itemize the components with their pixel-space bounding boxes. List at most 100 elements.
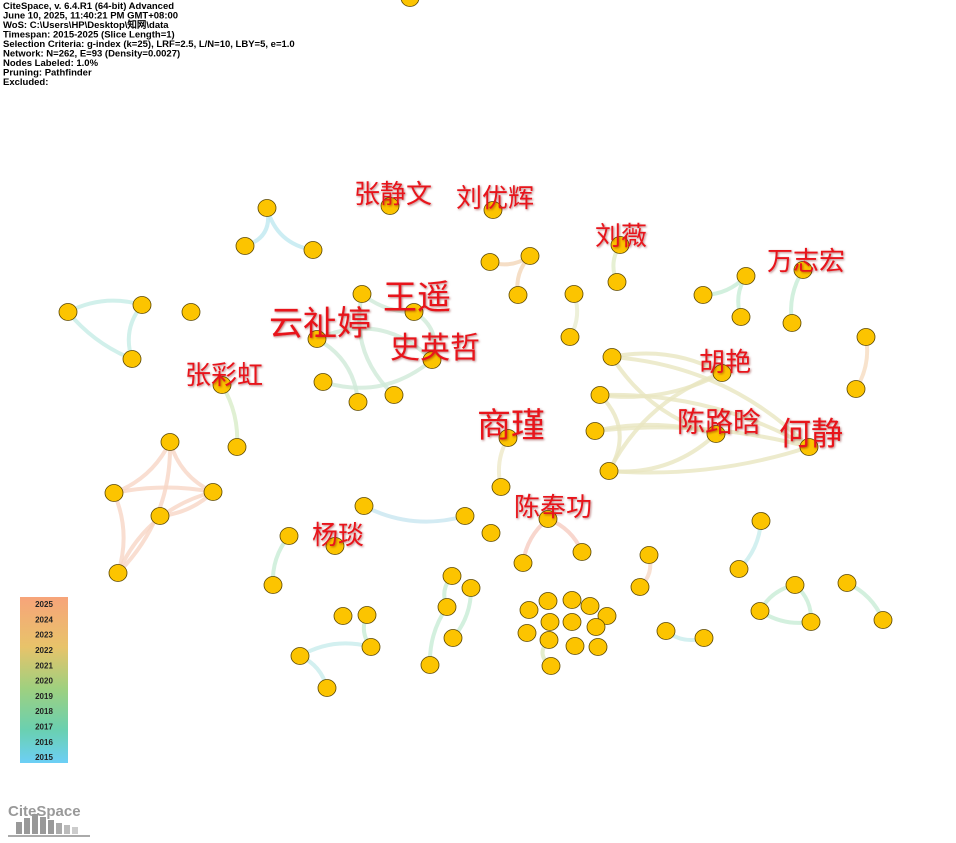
node	[540, 613, 560, 631]
header-line: CiteSpace, v. 6.4.R1 (64-bit) Advanced	[3, 1, 174, 12]
header: CiteSpace, v. 6.4.R1 (64-bit) AdvancedJu…	[3, 1, 295, 88]
node	[562, 613, 582, 631]
logo: CiteSpace	[8, 803, 90, 837]
node-label: 张静文	[354, 180, 432, 210]
node	[586, 618, 606, 636]
node	[693, 286, 713, 304]
node	[122, 350, 142, 368]
node	[235, 237, 255, 255]
node-label: 陈路晗	[677, 406, 761, 439]
node	[420, 656, 440, 674]
edge	[357, 293, 396, 397]
node-label: 云祉婷	[269, 304, 371, 344]
legend-year: 2025	[35, 600, 53, 609]
node	[203, 483, 223, 501]
node	[639, 546, 659, 564]
node	[520, 247, 540, 265]
node	[751, 512, 771, 530]
edge	[220, 383, 240, 448]
node	[538, 510, 558, 528]
node	[588, 638, 608, 656]
node	[750, 602, 770, 620]
node	[694, 629, 714, 647]
node	[498, 429, 518, 447]
node	[481, 524, 501, 542]
node	[856, 328, 876, 346]
node	[384, 386, 404, 404]
logo-text: CiteSpace	[8, 803, 81, 820]
header-line: Network: N=262, E=93 (Density=0.0027)	[3, 49, 180, 60]
edge	[363, 504, 466, 524]
node-label: 张彩虹	[185, 361, 263, 391]
node	[712, 364, 732, 382]
node	[597, 607, 617, 625]
edge	[168, 441, 214, 494]
edge	[316, 337, 360, 403]
legend-year: 2021	[35, 661, 53, 670]
node	[599, 462, 619, 480]
node	[212, 376, 232, 394]
node	[443, 629, 463, 647]
node	[706, 425, 726, 443]
node	[846, 380, 866, 398]
node	[352, 285, 372, 303]
edge	[299, 641, 372, 658]
node	[656, 622, 676, 640]
edge	[607, 371, 723, 472]
node	[181, 303, 201, 321]
node	[108, 564, 128, 582]
node	[799, 438, 819, 456]
node	[541, 657, 561, 675]
node	[58, 303, 78, 321]
node	[437, 598, 457, 616]
node	[572, 543, 592, 561]
node	[307, 330, 327, 348]
node	[736, 267, 756, 285]
node	[303, 241, 323, 259]
node	[873, 611, 893, 629]
node	[150, 507, 170, 525]
node	[333, 607, 353, 625]
node	[132, 296, 152, 314]
node	[602, 348, 622, 366]
node-label: 杨琰	[312, 521, 364, 551]
edge	[66, 310, 133, 361]
node	[590, 386, 610, 404]
node	[361, 638, 381, 656]
node	[729, 560, 749, 578]
node	[801, 613, 821, 631]
node	[455, 507, 475, 525]
node-label: 何静	[779, 415, 843, 453]
node	[461, 579, 481, 597]
node-label: 商瑾	[477, 406, 545, 446]
node	[279, 527, 299, 545]
node	[785, 576, 805, 594]
legend-year: 2022	[35, 646, 53, 655]
header-line: Nodes Labeled: 1.0%	[3, 58, 99, 69]
edge	[113, 485, 214, 495]
node	[325, 537, 345, 555]
node	[422, 351, 442, 369]
timeline-legend: 2025 2024 2023 2022 2021 2020 2019 2018 2017 2016…	[35, 600, 53, 762]
node	[160, 433, 180, 451]
edge	[608, 432, 718, 474]
header-line: Selection Criteria: g-index (k=25), LRF=…	[3, 39, 295, 50]
node	[630, 578, 650, 596]
edge	[265, 207, 314, 252]
node	[357, 606, 377, 624]
node-label: 胡艳	[699, 348, 751, 378]
node-label: 刘优辉	[456, 184, 534, 214]
node	[782, 314, 802, 332]
legend-year: 2019	[35, 692, 53, 701]
legend-year: 2015	[35, 753, 53, 762]
node	[483, 201, 503, 219]
legend-year: 2023	[35, 631, 53, 640]
nodes	[58, 0, 893, 697]
node	[257, 199, 277, 217]
header-line: Excluded:	[3, 77, 48, 88]
node	[480, 253, 500, 271]
node	[491, 478, 511, 496]
node	[404, 303, 424, 321]
node-label: 史英哲	[390, 331, 480, 366]
